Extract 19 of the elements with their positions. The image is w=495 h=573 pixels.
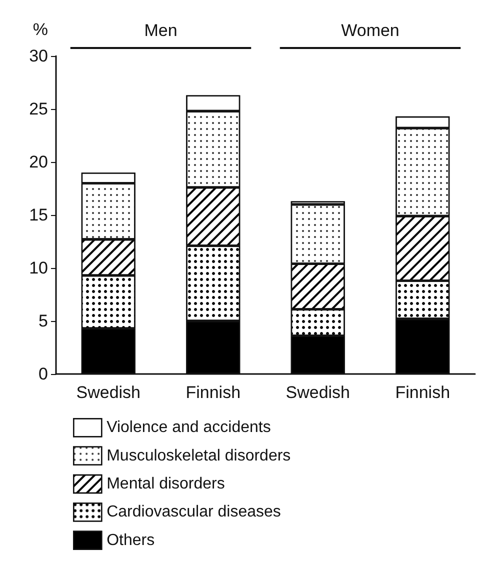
x-tick-label: Finnish xyxy=(395,383,450,402)
y-axis-title: % xyxy=(32,20,48,39)
legend-label: Cardiovascular diseases xyxy=(106,504,281,521)
y-tick-label: 5 xyxy=(38,312,48,330)
legend-label: Others xyxy=(106,532,155,549)
x-tick-label: Swedish xyxy=(286,383,350,402)
x-tick-label: Finnish xyxy=(186,383,241,402)
text: Women xyxy=(341,21,400,40)
y-tick-label: 25 xyxy=(29,100,48,118)
legend-label: Violence and accidents xyxy=(106,419,271,436)
y-tick-label: 30 xyxy=(29,46,48,66)
text: Men xyxy=(144,21,178,40)
legend-label: Musculoskeletal disorders xyxy=(106,447,291,464)
y-tick-label: 10 xyxy=(29,258,48,278)
legend-label: Mental disorders xyxy=(106,476,225,492)
y-tick-label: 15 xyxy=(29,206,48,224)
y-tick-label: 0 xyxy=(38,364,48,384)
y-tick-label: 20 xyxy=(29,152,48,172)
x-tick-label: Swedish xyxy=(76,383,141,402)
